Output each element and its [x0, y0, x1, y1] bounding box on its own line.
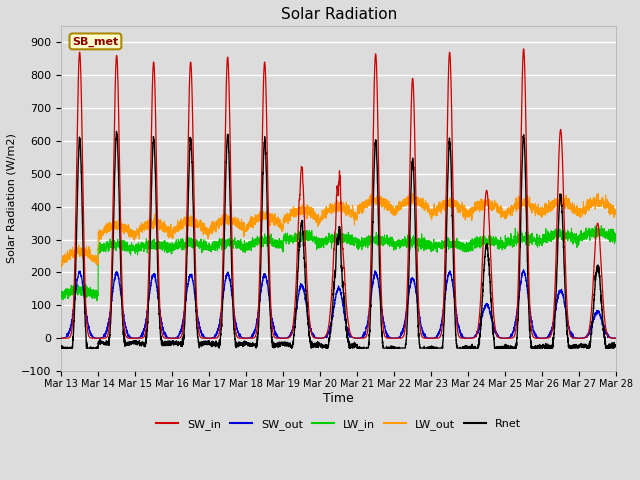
X-axis label: Time: Time	[323, 392, 354, 405]
Text: SB_met: SB_met	[72, 36, 118, 47]
Title: Solar Radiation: Solar Radiation	[280, 7, 397, 22]
Legend: SW_in, SW_out, LW_in, LW_out, Rnet: SW_in, SW_out, LW_in, LW_out, Rnet	[152, 415, 526, 434]
Y-axis label: Solar Radiation (W/m2): Solar Radiation (W/m2)	[7, 133, 17, 264]
